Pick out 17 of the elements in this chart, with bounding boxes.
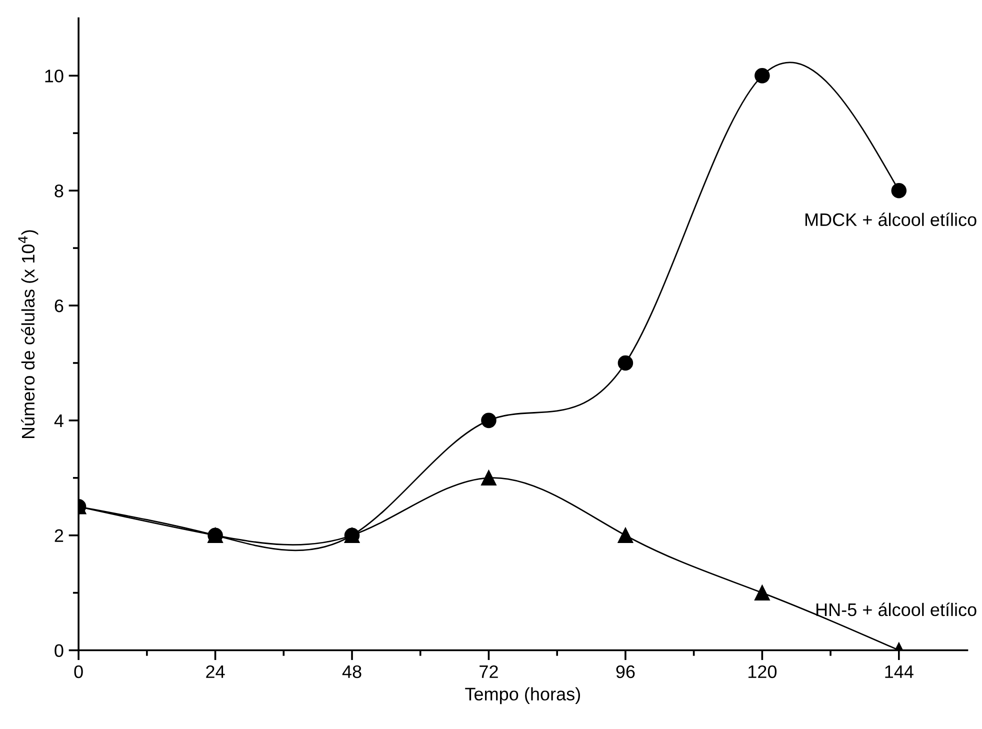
y-tick-label: 6	[54, 299, 64, 312]
y-tick-label: 10	[45, 70, 64, 82]
x-tick-label: 120	[748, 665, 777, 678]
y-tick-label: 8	[54, 184, 64, 198]
x-axis-title: Tempo (horas)	[465, 687, 580, 704]
y-tick-label: 4	[54, 414, 64, 427]
y-axis-title: Número de células (x 10$^{4}$)	[18, 230, 38, 438]
x-tick-label: 144	[885, 666, 914, 678]
series-label: HN-5 + álcool etílico	[816, 602, 976, 616]
x-tick-label: 96	[616, 665, 635, 678]
x-tick-label: 72	[480, 665, 498, 678]
x-tick-label: 48	[342, 665, 362, 678]
x-tick-label: 0	[74, 665, 83, 678]
series-label: MDCK + álcool etílico	[805, 212, 976, 226]
y-tick-label: 2	[54, 529, 64, 542]
y-tick-label: 0	[54, 644, 64, 657]
x-tick-label: 24	[206, 665, 225, 678]
